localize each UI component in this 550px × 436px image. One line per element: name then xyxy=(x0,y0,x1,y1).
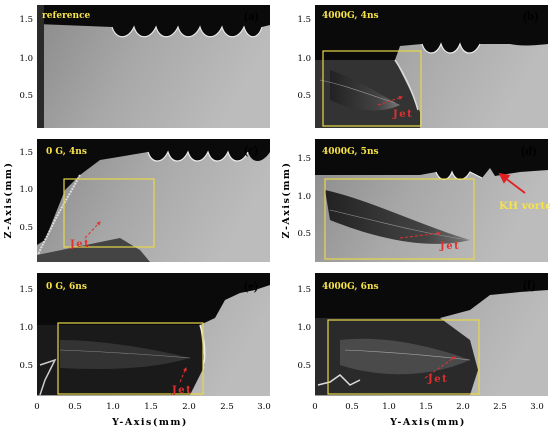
y-tick: 1.5 xyxy=(19,15,33,25)
right-y-axis: 1.5 1.0 0.5 1.5 1.0 0.5 1.5 1.0 0.5 Z-Ax… xyxy=(281,15,311,371)
y-tick: 1.0 xyxy=(297,192,311,202)
right-y-axis-label: Z-Axis(mm) xyxy=(281,162,292,239)
panel-f-jet-label: Jet xyxy=(427,374,448,385)
panel-c-jet-label: Jet xyxy=(69,239,90,250)
x-tick: 2.5 xyxy=(493,402,507,412)
panel-c-label: (c) xyxy=(244,143,258,157)
x-tick: 1.0 xyxy=(106,402,120,412)
y-tick: 1.0 xyxy=(19,323,33,333)
panel-c-title: 0 G, 4ns xyxy=(46,147,87,157)
x-tick: 1.5 xyxy=(419,402,433,412)
x-tick: 0.5 xyxy=(68,402,82,412)
panel-d-jet-label: Jet xyxy=(439,241,460,252)
panel-f-label: (f) xyxy=(523,278,536,292)
y-tick: 1.5 xyxy=(297,154,311,164)
panel-f-title: 4000G, 6ns xyxy=(322,282,379,292)
panel-b-label: (b) xyxy=(523,9,538,23)
y-tick: 0.5 xyxy=(19,91,33,101)
panel-e-jet-label: Jet xyxy=(171,385,192,396)
x-tick: 0.5 xyxy=(345,402,359,412)
x-tick: 2.0 xyxy=(182,402,196,412)
right-x-axis-label: Y-Axis(mm) xyxy=(389,417,466,428)
x-tick: 2.5 xyxy=(220,402,234,412)
panel-f: 4000G, 6ns (f) Jet xyxy=(315,273,548,396)
panel-a-label: (a) xyxy=(244,9,259,23)
x-tick: 0 xyxy=(312,402,317,412)
panel-d-title: 4000G, 5ns xyxy=(322,147,379,157)
right-x-axis: 0 0.5 1.0 1.5 2.0 2.5 3.0 Y-Axis(mm) xyxy=(312,402,543,428)
panel-b: 4000G, 4ns (b) Jet xyxy=(315,5,548,128)
y-tick: 0.5 xyxy=(19,223,33,233)
panel-e-title: 0 G, 6ns xyxy=(46,282,87,292)
panel-b-title: 4000G, 4ns xyxy=(322,11,379,21)
x-tick: 1.0 xyxy=(382,402,396,412)
left-y-axis-label: Z-Axis(mm) xyxy=(3,162,14,239)
x-tick: 3.0 xyxy=(257,402,271,412)
x-tick: 1.5 xyxy=(144,402,158,412)
x-tick: 0 xyxy=(34,402,39,412)
panel-d-kh-annotation: KH vortex xyxy=(499,200,550,212)
panel-d-label: (d) xyxy=(521,144,536,158)
left-x-axis: 0 0.5 1.0 1.5 2.0 2.5 3.0 Y-Axis(mm) xyxy=(34,402,270,428)
y-tick: 0.5 xyxy=(297,361,311,371)
panel-c: 0 G, 4ns (c) Jet xyxy=(37,139,270,262)
y-tick: 1.0 xyxy=(297,54,311,64)
panel-a-title: reference xyxy=(42,11,91,21)
y-tick: 1.5 xyxy=(19,285,33,295)
y-tick: 1.0 xyxy=(19,185,33,195)
panel-d: 4000G, 5ns (d) Jet KH vortex xyxy=(315,139,550,262)
x-tick: 3.0 xyxy=(530,402,544,412)
left-x-axis-label: Y-Axis(mm) xyxy=(111,417,188,428)
panel-b-jet-label: Jet xyxy=(392,109,413,120)
y-tick: 0.5 xyxy=(19,361,33,371)
panel-e-label: (e) xyxy=(244,279,258,293)
panel-e: 0 G, 6ns (e) Jet xyxy=(37,273,270,396)
y-tick: 0.5 xyxy=(297,91,311,101)
y-tick: 1.0 xyxy=(297,323,311,333)
x-tick: 2.0 xyxy=(456,402,470,412)
y-tick: 0.5 xyxy=(297,229,311,239)
y-tick: 1.5 xyxy=(297,285,311,295)
y-tick: 1.5 xyxy=(297,15,311,25)
y-tick: 1.0 xyxy=(19,54,33,64)
y-tick: 1.5 xyxy=(19,148,33,158)
panel-a: reference (a) xyxy=(37,5,270,128)
left-y-axis: 1.5 1.0 0.5 1.5 1.0 0.5 1.5 1.0 0.5 Z-Ax… xyxy=(3,15,33,371)
